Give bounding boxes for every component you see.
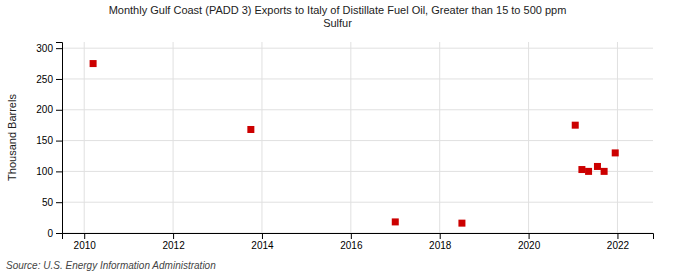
x-tick: 2016 [340,233,363,251]
x-tick-mark [262,233,263,239]
y-tick-mark [56,141,62,142]
x-tick-mark [173,233,174,239]
y-axis-line [56,43,63,234]
grid-line-y [62,109,653,110]
grid-line-y [62,202,653,203]
y-tick: 300 [36,43,62,54]
grid-line-x [84,42,85,233]
grid-line-y [62,140,653,141]
point [585,168,592,175]
grid-line-y [62,48,653,49]
plot: 2010 2012 2014 2016 2018 2020 2022 0 50 100 150 200… [36,42,653,251]
x-tick-label: 2022 [607,240,630,251]
x-tick: 2022 [607,233,630,251]
y-tick-label: 100 [36,166,53,177]
grid-line-x [617,42,618,233]
x-tick: 2010 [74,233,97,251]
point [458,220,465,227]
y-tick: 200 [36,104,62,115]
y-tick-label: 50 [42,197,54,208]
y-tick-label: 150 [36,135,53,146]
y-tick-mark [56,233,62,234]
x-tick-mark [529,233,530,239]
x-tick: 2014 [251,233,274,251]
y-tick-label: 250 [36,74,53,85]
x-tick-label: 2020 [518,240,541,251]
points [90,60,619,227]
y-axis-title: Thousand Barrels [6,94,18,181]
y-tick-mark [56,202,62,203]
y-tick: 0 [47,228,62,239]
y-tick-mark [56,110,62,111]
y-tick: 100 [36,166,62,177]
point [594,163,601,170]
x-tick-label: 2018 [429,240,452,251]
grid-line-x [261,42,262,233]
x-tick-mark [617,233,618,239]
x-tick-mark [84,233,85,239]
source: Source: U.S. Energy Information Administ… [6,260,216,271]
point [601,168,608,175]
y-tick-label: 0 [47,228,53,239]
x-axis-line [63,234,654,240]
grid-line-y [62,171,653,172]
x-tick-label: 2016 [340,240,363,251]
point [392,218,399,225]
x-axis: 2010 2012 2014 2016 2018 2020 2022 [63,233,654,251]
grid-line-x [350,42,351,233]
x-tick-label: 2010 [74,240,97,251]
y-tick-label: 300 [36,43,53,54]
grid-line-x [528,42,529,233]
point [612,149,619,156]
grid-line-y [62,78,653,79]
title: Monthly Gulf Coast (PADD 3) Exports to I… [109,4,567,29]
x-tick: 2018 [429,233,452,251]
y-tick-label: 200 [36,104,53,115]
x-tick-mark [440,233,441,239]
y-tick: 250 [36,74,62,85]
point [578,166,585,173]
y-tick: 150 [36,135,62,146]
y-axis: 0 50 100 150 200 250 300 [36,43,62,239]
grid-line-x [173,42,174,233]
x-tick: 2020 [518,233,541,251]
point [90,60,97,67]
point [572,122,579,129]
x-tick-label: 2012 [162,240,185,251]
grid [62,42,653,233]
y-tick-mark [56,171,62,172]
x-tick-mark [351,233,352,239]
y-tick-mark [56,79,62,80]
grid-line-x [439,42,440,233]
y-tick: 50 [42,197,62,208]
x-tick-label: 2014 [251,240,274,251]
y-tick-mark [56,48,62,49]
chart: 2010 2012 2014 2016 2018 2020 2022 0 50 100 150 200… [0,0,675,275]
x-tick: 2012 [162,233,185,251]
point [247,126,254,133]
